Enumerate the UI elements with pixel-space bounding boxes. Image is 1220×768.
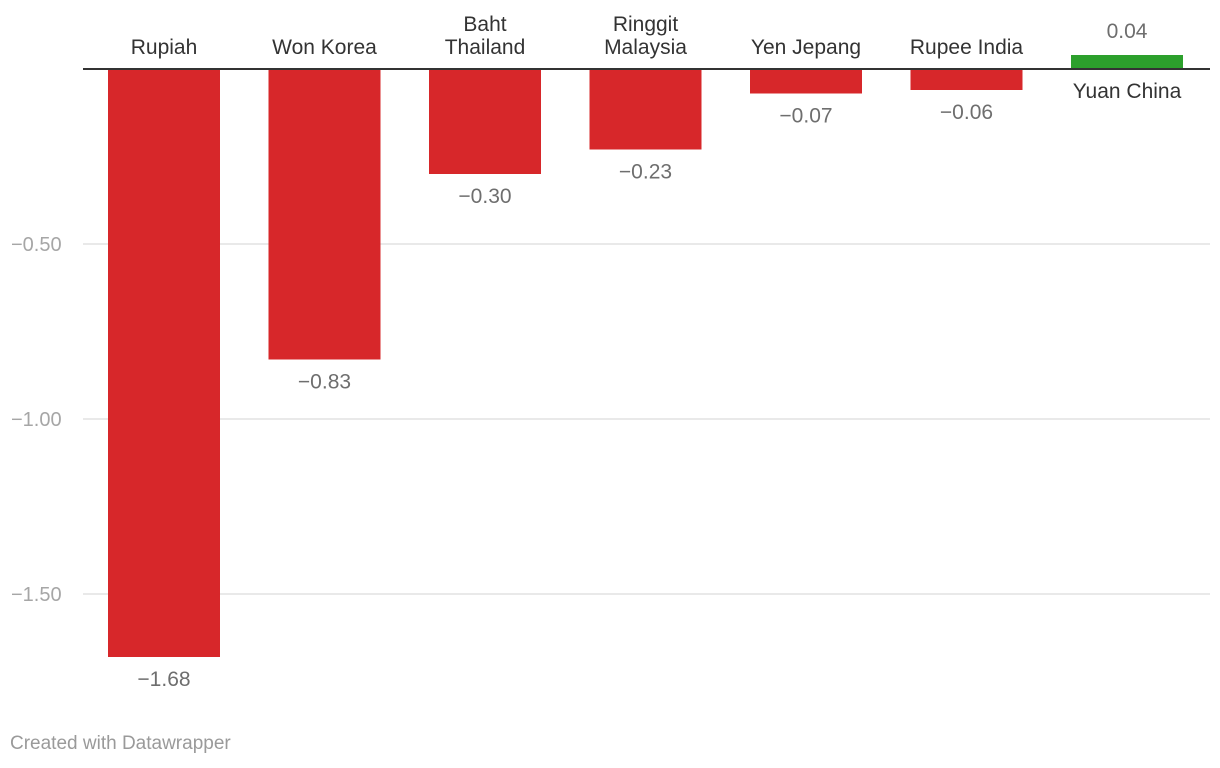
bar bbox=[268, 69, 381, 360]
y-tick-label: −1.00 bbox=[11, 409, 62, 431]
value-label: −0.30 bbox=[458, 185, 511, 208]
category-label-line: Yen Jepang bbox=[751, 36, 861, 59]
bar bbox=[429, 69, 541, 174]
category-label-line: Baht bbox=[463, 13, 506, 36]
category-label-line: Won Korea bbox=[272, 36, 377, 59]
category-label-line: Ringgit bbox=[613, 13, 679, 36]
y-axis-ticks: −0.50 −1.00 −1.50 bbox=[11, 234, 62, 606]
credit-text: Created with Datawrapper bbox=[10, 733, 231, 754]
category-label: Rupiah bbox=[131, 36, 198, 59]
value-labels: −1.68 −0.83 −0.30 −0.23 −0.07 −0.06 0.04 bbox=[137, 20, 1147, 691]
bar bbox=[750, 69, 862, 94]
category-label: Ringgit Malaysia bbox=[604, 13, 687, 59]
category-labels: Rupiah Won Korea Baht Thailand Ringgit Malays… bbox=[131, 13, 1182, 103]
value-label: −0.06 bbox=[940, 101, 993, 124]
bars bbox=[108, 55, 1183, 657]
bar bbox=[910, 69, 1023, 90]
y-tick-label: −0.50 bbox=[11, 234, 62, 256]
value-label: −0.07 bbox=[779, 105, 832, 128]
bar bbox=[108, 69, 220, 657]
category-label: Won Korea bbox=[272, 36, 377, 59]
bar bbox=[1071, 55, 1183, 69]
y-tick-label: −1.50 bbox=[11, 584, 62, 606]
category-label-line: Rupee India bbox=[910, 36, 1024, 59]
value-label: −0.83 bbox=[298, 371, 351, 394]
category-label: Rupee India bbox=[910, 36, 1024, 59]
value-label: −1.68 bbox=[137, 668, 190, 691]
category-label-line: Yuan China bbox=[1073, 80, 1182, 103]
category-label-line: Malaysia bbox=[604, 36, 687, 59]
bar bbox=[589, 69, 702, 150]
value-label: −0.23 bbox=[619, 161, 672, 184]
gridlines bbox=[83, 243, 1210, 595]
category-label: Yuan China bbox=[1073, 80, 1182, 103]
category-label-line: Rupiah bbox=[131, 36, 198, 59]
value-label: 0.04 bbox=[1107, 20, 1148, 43]
category-label-line: Thailand bbox=[445, 36, 526, 59]
category-label: Baht Thailand bbox=[445, 13, 526, 59]
category-label: Yen Jepang bbox=[751, 36, 861, 59]
